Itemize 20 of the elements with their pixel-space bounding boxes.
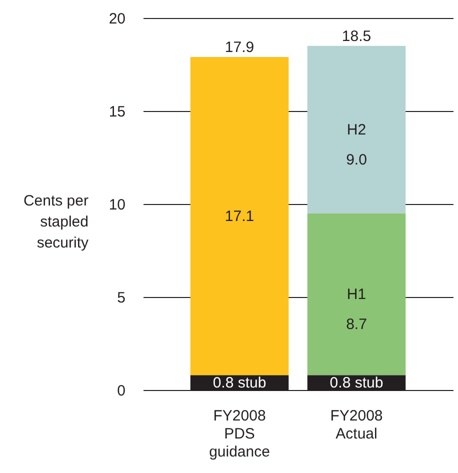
- bar: [307, 213, 406, 376]
- data-label: 17.1: [224, 208, 254, 226]
- x-tick-label: FY2008 PDS guidance: [209, 408, 270, 460]
- data-label: 8.7: [346, 316, 367, 334]
- total-label: 17.9: [224, 39, 254, 56]
- y-tick-label: 15: [108, 104, 126, 120]
- bar: [307, 46, 406, 214]
- total-label: 18.5: [342, 28, 372, 45]
- x-tick-label: FY2008 Actual: [330, 408, 383, 442]
- y-tick-label: 20: [108, 10, 126, 28]
- series-label: H2: [346, 122, 366, 139]
- data-label: 0.8 stub: [212, 374, 266, 392]
- y-axis-title: Cents per stapled security: [23, 192, 89, 252]
- series-label: H1: [346, 286, 366, 304]
- bar: [190, 57, 289, 376]
- y-tick-label: 5: [117, 290, 126, 306]
- y-tick-label: 0: [117, 382, 126, 400]
- data-label: 0.8 stub: [330, 374, 384, 392]
- data-label: 9.0: [346, 152, 367, 169]
- y-tick-label: 10: [108, 196, 126, 214]
